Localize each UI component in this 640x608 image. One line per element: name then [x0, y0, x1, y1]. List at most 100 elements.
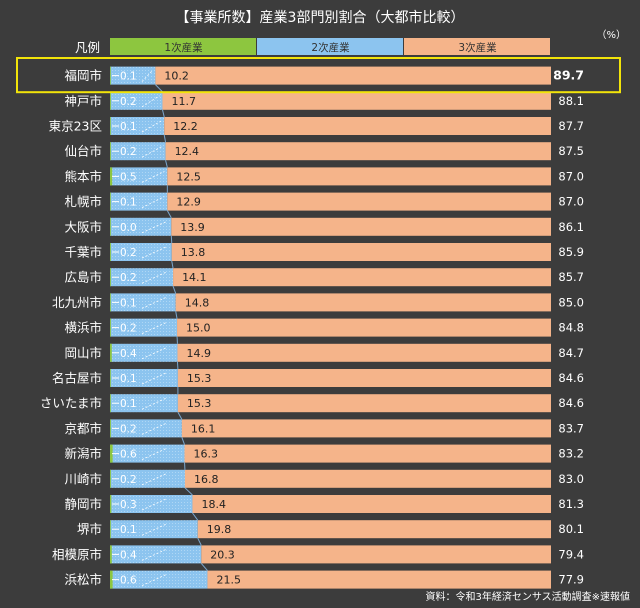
bar-segment-secondary [110, 217, 172, 236]
bar-row: さいたま市 0.1 15.3 84.6 [40, 394, 584, 413]
chart-title: 【事業所数】産業3部門別割合（大都市比較） [176, 9, 465, 26]
bar-row: 岡山市 0.4 14.9 84.7 [64, 343, 584, 362]
secondary-value-label: 11.7 [171, 95, 196, 108]
secondary-value-label: 15.0 [186, 322, 211, 335]
primary-value-label: 0.2 [120, 423, 137, 435]
primary-value-label: 0.1 [120, 121, 137, 133]
primary-value-label: 0.4 [120, 549, 137, 561]
bar-row: 川崎市 0.2 16.8 83.0 [64, 469, 584, 488]
secondary-value-label: 12.4 [175, 145, 200, 158]
category-label: 浜松市 [64, 572, 102, 587]
legend-label-2: 2次産業 [311, 41, 350, 54]
legend-swatch-3 [404, 38, 550, 55]
tertiary-value-label: 83.0 [558, 472, 584, 486]
tertiary-value-label: 85.0 [558, 295, 584, 309]
boundary-connector [192, 512, 199, 521]
bar-segment-primary [110, 318, 111, 337]
boundary-connector [165, 160, 168, 168]
boundary-connector [163, 134, 167, 143]
primary-value-label: 0.6 [120, 449, 137, 461]
category-label: 新潟市 [64, 446, 102, 461]
category-label: さいたま市 [40, 396, 102, 411]
boundary-connector [172, 286, 177, 294]
tertiary-value-label: 84.8 [558, 321, 584, 335]
primary-value-label: 0.1 [120, 71, 137, 83]
bar-segment-tertiary [184, 444, 552, 463]
primary-dashed-leader [141, 271, 167, 284]
bar-row: 東京23区 0.1 12.2 87.7 [49, 117, 584, 135]
tertiary-value-label: 84.7 [558, 346, 584, 360]
category-label: 京都市 [64, 421, 102, 436]
primary-dashed-leader [141, 574, 167, 586]
bar-segment-tertiary [171, 243, 552, 261]
boundary-connector [177, 411, 183, 420]
tertiary-value-label: 85.7 [558, 270, 584, 284]
category-label: 広島市 [64, 270, 102, 285]
category-label: 横浜市 [64, 320, 102, 335]
primary-value-label: 0.6 [120, 575, 137, 587]
bar-segment-primary [110, 444, 113, 463]
primary-dashed-leader [141, 397, 167, 410]
secondary-value-label: 14.9 [186, 347, 211, 360]
bar-segment-tertiary [184, 469, 551, 488]
source-note: 資料：令和3年経済センサス活動調査※速報値 [425, 590, 630, 603]
primary-dashed-leader [141, 322, 167, 334]
category-label: 川崎市 [64, 471, 102, 486]
primary-dashed-leader [141, 473, 167, 486]
primary-dashed-leader [141, 70, 153, 82]
bar-row: 札幌市 0.1 12.9 87.0 [64, 192, 584, 211]
bar-segment-tertiary [177, 318, 552, 337]
legend-label-1: 1次産業 [164, 41, 203, 54]
category-label: 神戸市 [64, 93, 102, 108]
primary-value-label: 0.2 [120, 474, 137, 486]
legend: 1次産業 2次産業 3次産業 [110, 38, 550, 55]
primary-dashed-leader [141, 246, 167, 259]
primary-dashed-leader [141, 297, 167, 309]
bar-row: 神戸市 0.2 11.7 88.1 [64, 91, 584, 110]
tertiary-value-label: 81.3 [558, 497, 584, 511]
category-label: 大阪市 [64, 219, 102, 234]
bar-segment-tertiary [177, 369, 551, 387]
bar-segment-secondary [110, 444, 185, 463]
bar-segment-tertiary [175, 293, 552, 312]
bar-segment-secondary [110, 117, 165, 135]
primary-value-label: 0.1 [120, 398, 137, 410]
tertiary-value-label: 83.2 [558, 447, 584, 461]
bar-rows: 福岡市 0.1 10.2 89.7 神戸市 0.2 11.7 88.1 東京23区 0.1 12.2… [16, 57, 621, 589]
secondary-value-label: 16.1 [191, 422, 216, 435]
boundary-connector [171, 260, 174, 269]
secondary-value-label: 15.3 [187, 397, 212, 410]
bar-segment-primary [110, 369, 111, 387]
bar-segment-secondary [110, 495, 193, 513]
category-label: 東京23区 [49, 119, 102, 134]
primary-value-label: 0.3 [120, 499, 137, 511]
primary-value-label: 0.5 [120, 171, 137, 183]
bar-segment-primary [110, 117, 111, 135]
bar-segment-primary [110, 91, 111, 110]
bar-segment-primary [110, 419, 111, 438]
bar-segment-tertiary [177, 343, 551, 362]
primary-value-label: 0.1 [120, 297, 137, 309]
secondary-value-label: 21.5 [216, 574, 241, 587]
category-label: 札幌市 [64, 194, 102, 209]
bar-segment-tertiary [207, 570, 551, 589]
tertiary-value-label: 83.7 [558, 421, 584, 435]
boundary-connector [197, 537, 202, 546]
bar-row: 京都市 0.2 16.1 83.7 [64, 419, 584, 438]
boundary-connector [161, 109, 165, 118]
secondary-value-label: 15.3 [187, 372, 212, 385]
category-label: 北九州市 [52, 295, 102, 310]
secondary-value-label: 20.3 [210, 548, 235, 561]
bar-segment-tertiary [162, 91, 551, 110]
tertiary-value-label: 79.4 [558, 547, 584, 561]
bar-segment-tertiary [167, 167, 551, 186]
tertiary-value-label: 84.6 [558, 371, 584, 385]
bar-segment-primary [110, 142, 111, 161]
bar-segment-primary [110, 520, 111, 539]
bar-segment-tertiary [201, 545, 552, 564]
bar-segment-tertiary [197, 520, 551, 539]
bar-row: 広島市 0.2 14.1 85.7 [64, 268, 584, 287]
bar-segment-secondary [110, 293, 176, 312]
secondary-value-label: 14.8 [185, 296, 210, 309]
legend-swatch-2 [257, 38, 403, 55]
